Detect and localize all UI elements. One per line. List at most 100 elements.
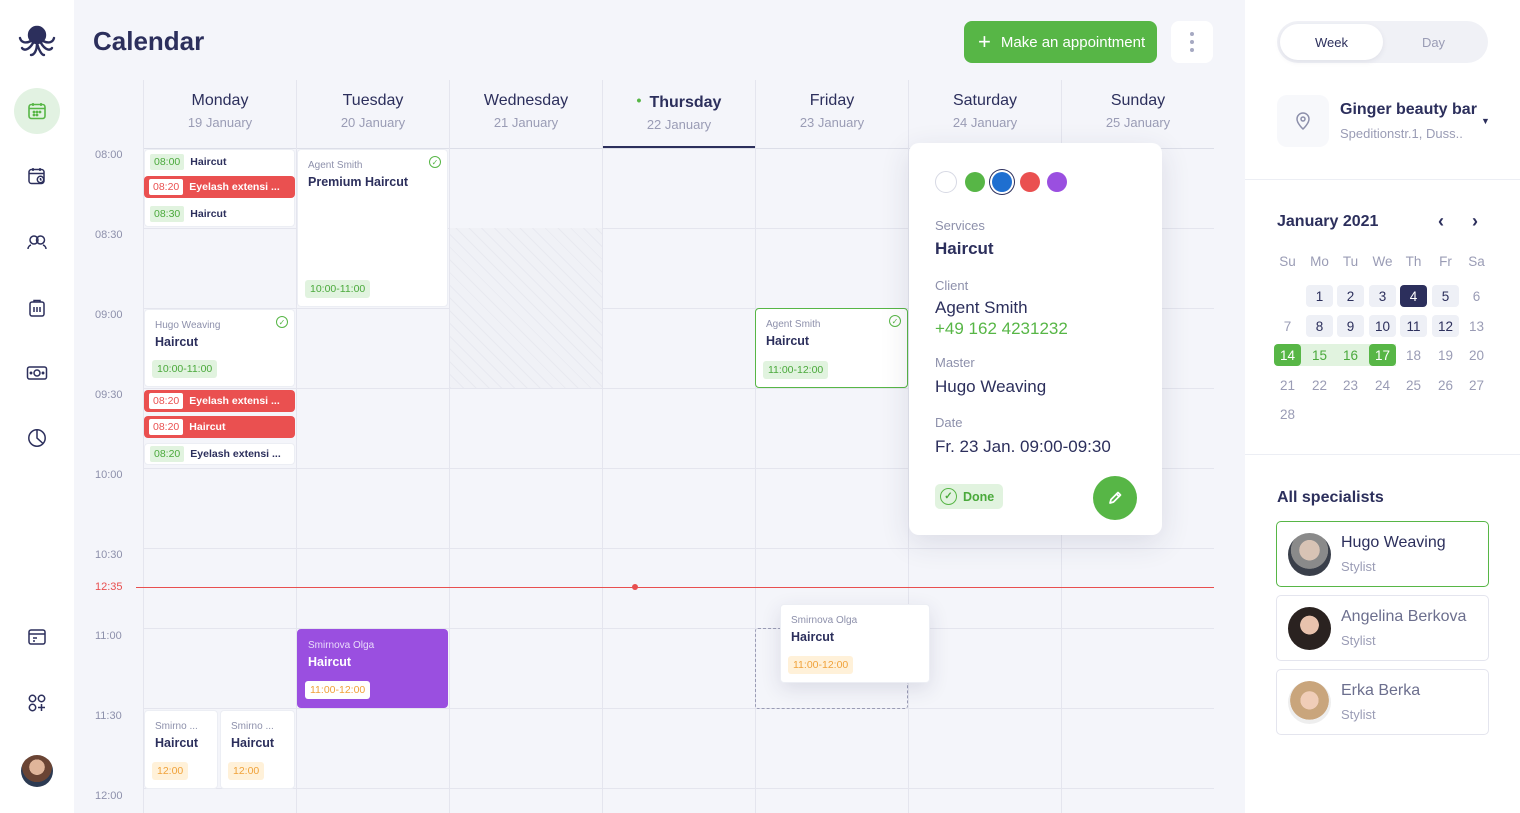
calendar-day[interactable]: 28	[1279, 406, 1296, 422]
calendar-day[interactable]: 8	[1306, 315, 1333, 337]
calendar-day[interactable]: 3	[1369, 285, 1396, 307]
row-divider	[143, 308, 1214, 309]
calendar-day[interactable]: 12	[1432, 315, 1459, 337]
calendar-day[interactable]: 19	[1437, 347, 1454, 363]
event-row[interactable]: 08:20 Haircut	[144, 416, 295, 438]
nav-payments[interactable]	[14, 350, 60, 396]
calendar-day[interactable]: 5	[1432, 285, 1459, 307]
nav-calendar[interactable]	[14, 88, 60, 134]
client-phone[interactable]: +49 162 4231232	[935, 319, 1068, 338]
specialist-card[interactable]: Angelina Berkova Stylist	[1276, 595, 1489, 661]
edit-button[interactable]	[1093, 476, 1137, 520]
day-header-thursday[interactable]: Thursday 22 January	[602, 80, 755, 148]
column-divider	[602, 80, 603, 813]
date-value: Fr. 23 Jan. 09:00-09:30	[935, 437, 1111, 456]
salon-name[interactable]: Ginger beauty bar	[1340, 101, 1477, 118]
view-week-option[interactable]: Week	[1280, 24, 1383, 60]
calendar-day[interactable]: 27	[1468, 377, 1485, 393]
calendar-day[interactable]: 10	[1369, 315, 1396, 337]
chevron-left-icon[interactable]: ‹	[1438, 211, 1444, 231]
time-label: 08:30	[95, 229, 123, 241]
calendar-day[interactable]: 21	[1279, 377, 1296, 393]
calendar-day[interactable]: 7	[1283, 318, 1292, 334]
event-card[interactable]: Agent Smith Premium Haircut 10:00-11:00 …	[297, 149, 448, 307]
color-swatch-white[interactable]	[935, 171, 957, 193]
day-header-saturday[interactable]: Saturday 24 January	[908, 80, 1061, 148]
right-sidebar: Week Day Ginger beauty bar Speditionstr.…	[1245, 0, 1520, 813]
color-swatch-blue[interactable]	[992, 172, 1012, 192]
color-swatch-red[interactable]	[1020, 172, 1040, 192]
nav-apps[interactable]	[14, 680, 60, 726]
calendar-day[interactable]: 18	[1405, 347, 1422, 363]
calendar-day[interactable]: 26	[1437, 377, 1454, 393]
caret-down-icon[interactable]: ▼	[1481, 116, 1490, 126]
specialist-card[interactable]: Erka Berka Stylist	[1276, 669, 1489, 735]
current-time-dot	[632, 584, 638, 590]
event-row[interactable]: 08:20 Eyelash extensi ...	[144, 176, 295, 198]
nav-appointments[interactable]	[14, 153, 60, 199]
status-badge[interactable]: ✓ Done	[935, 484, 1004, 509]
calendar-day-in-range[interactable]: 16	[1337, 344, 1364, 366]
week-calendar: Monday 19 January Tuesday 20 January Wed…	[143, 80, 1214, 813]
row-divider	[143, 628, 1214, 629]
calendar-day-range-start[interactable]: 14	[1274, 344, 1301, 366]
event-card[interactable]: Smirnova Olga Haircut 11:00-12:00	[297, 629, 448, 708]
event-row[interactable]: 08:00 Haircut	[145, 151, 294, 173]
calendar-day[interactable]: 13	[1468, 318, 1485, 334]
calendar-day[interactable]: 22	[1311, 377, 1328, 393]
event-card[interactable]: Hugo Weaving Haircut 10:00-11:00 ✓	[144, 309, 295, 387]
calendar-day-in-range[interactable]: 15	[1306, 344, 1333, 366]
day-header-wednesday[interactable]: Wednesday 21 January	[449, 80, 602, 148]
time-label: 12:00	[95, 790, 123, 802]
event-card[interactable]: Agent Smith Haircut 11:00-12:00 ✓	[755, 308, 908, 388]
time-label: 09:00	[95, 309, 123, 321]
specialist-card[interactable]: Hugo Weaving Stylist	[1276, 521, 1489, 587]
users-icon	[27, 235, 47, 250]
day-header-friday[interactable]: Friday 23 January	[755, 80, 908, 148]
header-divider	[143, 148, 1214, 149]
weekday-label: Mo	[1310, 253, 1329, 269]
calendar-day-current[interactable]: 4	[1400, 285, 1427, 307]
user-avatar[interactable]	[21, 755, 53, 787]
event-card[interactable]: Smirno ... Haircut 12:00	[220, 710, 295, 789]
current-time-label: 12:35	[95, 581, 123, 593]
event-row[interactable]: 08:20 Eyelash extensi ...	[144, 390, 295, 412]
calendar-day[interactable]: 2	[1337, 285, 1364, 307]
view-day-option[interactable]: Day	[1421, 34, 1446, 50]
check-circle-icon: ✓	[889, 315, 901, 327]
calendar-day[interactable]: 1	[1306, 285, 1333, 307]
calendar-day-range-end[interactable]: 17	[1369, 344, 1396, 366]
calendar-day[interactable]: 23	[1342, 377, 1359, 393]
calendar-day[interactable]: 24	[1374, 377, 1391, 393]
color-swatch-green[interactable]	[965, 172, 985, 192]
nav-statistics[interactable]	[14, 415, 60, 461]
day-header-tuesday[interactable]: Tuesday 20 January	[296, 80, 449, 148]
event-card[interactable]: Smirno ... Haircut 12:00	[144, 710, 218, 789]
more-options-button[interactable]	[1171, 21, 1213, 63]
octopus-logo-icon[interactable]	[17, 24, 57, 60]
appointment-detail-popup: Services Haircut Client Agent Smith +49 …	[909, 143, 1162, 535]
calendar-day[interactable]: 9	[1337, 315, 1364, 337]
client-name[interactable]: Agent Smith	[935, 298, 1028, 317]
weekday-label: We	[1372, 253, 1393, 269]
event-row[interactable]: 08:30 Haircut	[145, 203, 294, 225]
weekday-label: Sa	[1468, 253, 1485, 269]
chevron-right-icon[interactable]: ›	[1472, 211, 1478, 231]
time-label: 11:30	[95, 710, 122, 722]
calendar-day[interactable]: 20	[1468, 347, 1485, 363]
event-row[interactable]: 08:20 Eyelash extensi ...	[144, 443, 295, 465]
calendar-day[interactable]: 25	[1405, 377, 1422, 393]
nav-widget[interactable]	[14, 614, 60, 660]
calendar-day[interactable]: 6	[1472, 288, 1481, 304]
weekday-label: Fr	[1439, 253, 1452, 269]
make-appointment-button[interactable]: + Make an appointment	[964, 21, 1157, 63]
day-header-monday[interactable]: Monday 19 January	[143, 80, 296, 148]
nav-services[interactable]	[14, 285, 60, 331]
day-header-sunday[interactable]: Sunday 25 January	[1061, 80, 1214, 148]
dragging-event-card[interactable]: Smirnova Olga Haircut 11:00-12:00	[780, 604, 930, 683]
calendar-day[interactable]: 11	[1400, 315, 1427, 337]
row-divider	[143, 708, 1214, 709]
weekday-label: Tu	[1342, 253, 1359, 269]
color-swatch-purple[interactable]	[1047, 172, 1067, 192]
nav-clients[interactable]	[14, 219, 60, 265]
